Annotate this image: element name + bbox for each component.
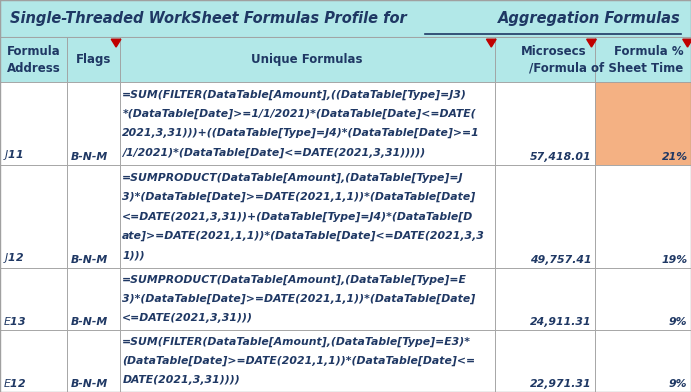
Bar [120, 82, 495, 165]
Text: B-N-M: B-N-M [70, 317, 108, 327]
Text: B-N-M: B-N-M [70, 379, 108, 389]
Text: 22,971.31: 22,971.31 [530, 379, 591, 389]
Text: Flags: Flags [75, 53, 111, 66]
Text: Address: Address [7, 62, 60, 75]
Polygon shape [683, 39, 691, 47]
Bar [595, 268, 691, 330]
Text: /Formula: /Formula [529, 62, 587, 75]
Text: DATE(2021,3,31)))): DATE(2021,3,31)))) [122, 375, 240, 385]
Bar [0, 165, 67, 268]
Bar [0, 82, 67, 165]
Text: 9%: 9% [669, 379, 688, 389]
Text: 2021,3,31)))+((DataTable[Type]=J4)*(DataTable[Date]>=1: 2021,3,31)))+((DataTable[Type]=J4)*(Data… [122, 128, 480, 138]
Text: 57,418.01: 57,418.01 [530, 152, 591, 162]
Bar [0, 0, 691, 37]
Text: /1/2021)*(DataTable[Date]<=DATE(2021,3,31))))): /1/2021)*(DataTable[Date]<=DATE(2021,3,3… [122, 147, 426, 158]
Bar [495, 82, 595, 165]
Bar [595, 165, 691, 268]
Text: =SUM(FILTER(DataTable[Amount],(DataTable[Type]=E3)*: =SUM(FILTER(DataTable[Amount],(DataTable… [122, 337, 471, 347]
Bar [120, 268, 495, 330]
Text: 1))): 1))) [122, 250, 145, 260]
Text: $E$13: $E$13 [3, 315, 27, 327]
Text: Aggregation Formulas: Aggregation Formulas [498, 11, 681, 26]
Text: 3)*(DataTable[Date]>=DATE(2021,1,1))*(DataTable[Date]: 3)*(DataTable[Date]>=DATE(2021,1,1))*(Da… [122, 192, 475, 202]
Text: Unique Formulas: Unique Formulas [252, 53, 363, 66]
Bar [595, 82, 691, 165]
Text: =SUM(FILTER(DataTable[Amount],((DataTable[Type]=J3): =SUM(FILTER(DataTable[Amount],((DataTabl… [122, 90, 467, 100]
Text: 21%: 21% [661, 152, 688, 162]
Text: of Sheet Time: of Sheet Time [591, 62, 683, 75]
Text: B-N-M: B-N-M [70, 152, 108, 162]
Text: Formula %: Formula % [614, 45, 683, 58]
Text: =SUMPRODUCT(DataTable[Amount],(DataTable[Type]=J: =SUMPRODUCT(DataTable[Amount],(DataTable… [122, 172, 464, 183]
Text: Single-Threaded WorkSheet Formulas Profile for: Single-Threaded WorkSheet Formulas Profi… [10, 11, 407, 26]
Text: $J$12: $J$12 [3, 251, 25, 265]
Bar [595, 330, 691, 392]
Polygon shape [587, 39, 596, 47]
Text: Formula: Formula [7, 45, 60, 58]
Text: $J$11: $J$11 [3, 148, 24, 162]
Bar [67, 165, 120, 268]
Text: <=DATE(2021,3,31))): <=DATE(2021,3,31))) [122, 313, 254, 323]
Text: 9%: 9% [669, 317, 688, 327]
Bar [0, 268, 67, 330]
Bar [495, 37, 595, 82]
Text: 19%: 19% [661, 255, 688, 265]
Text: 24,911.31: 24,911.31 [530, 317, 591, 327]
Bar [0, 330, 67, 392]
Polygon shape [486, 39, 496, 47]
Text: $E$12: $E$12 [3, 377, 27, 389]
Text: (DataTable[Date]>=DATE(2021,1,1))*(DataTable[Date]<=: (DataTable[Date]>=DATE(2021,1,1))*(DataT… [122, 356, 475, 366]
Text: 49,757.41: 49,757.41 [530, 255, 591, 265]
Bar [0, 37, 67, 82]
Bar [67, 268, 120, 330]
Text: 3)*(DataTable[Date]>=DATE(2021,1,1))*(DataTable[Date]: 3)*(DataTable[Date]>=DATE(2021,1,1))*(Da… [122, 294, 475, 304]
Bar [67, 37, 120, 82]
Bar [120, 330, 495, 392]
Bar [495, 268, 595, 330]
Bar [120, 37, 495, 82]
Text: B-N-M: B-N-M [70, 255, 108, 265]
Text: *(DataTable[Date]>=1/1/2021)*(DataTable[Date]<=DATE(: *(DataTable[Date]>=1/1/2021)*(DataTable[… [122, 109, 476, 119]
Bar [495, 165, 595, 268]
Text: <=DATE(2021,3,31))+(DataTable[Type]=J4)*(DataTable[D: <=DATE(2021,3,31))+(DataTable[Type]=J4)*… [122, 211, 473, 221]
Polygon shape [111, 39, 121, 47]
Text: =SUMPRODUCT(DataTable[Amount],(DataTable[Type]=E: =SUMPRODUCT(DataTable[Amount],(DataTable… [122, 275, 467, 285]
Text: ate]>=DATE(2021,1,1))*(DataTable[Date]<=DATE(2021,3,3: ate]>=DATE(2021,1,1))*(DataTable[Date]<=… [122, 231, 485, 241]
Bar [67, 330, 120, 392]
Bar [120, 165, 495, 268]
Bar [595, 37, 691, 82]
Bar [495, 330, 595, 392]
Bar [67, 82, 120, 165]
Text: Microsecs: Microsecs [521, 45, 587, 58]
